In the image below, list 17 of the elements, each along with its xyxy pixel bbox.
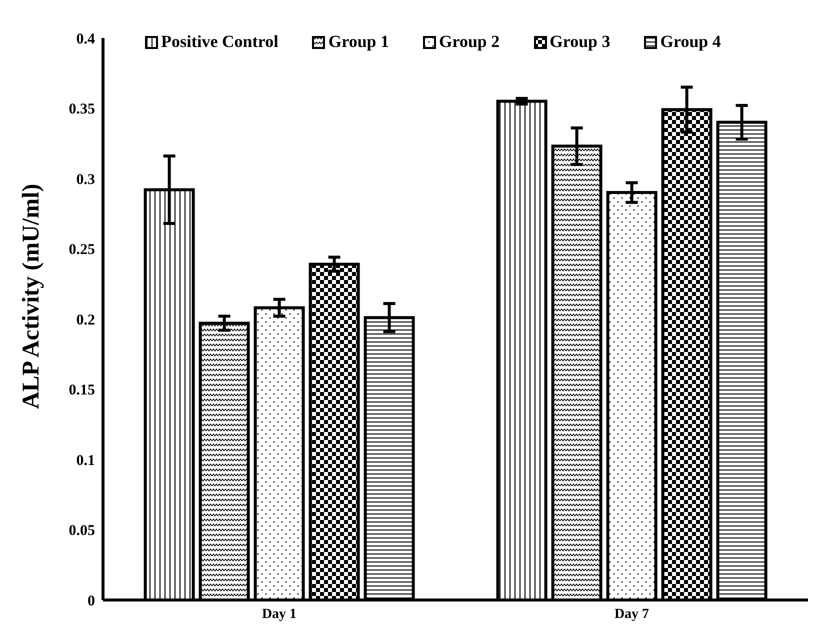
- y-tick-label: 0.15: [68, 382, 95, 399]
- x-tick-label: Day 7: [614, 606, 650, 622]
- y-tick-label: 0.35: [68, 102, 95, 118]
- y-tick-label: 0.25: [68, 242, 95, 258]
- y-tick-label: 0.1: [76, 452, 95, 469]
- legend-label: Group 1: [328, 32, 389, 52]
- y-tick-label: 0.2: [76, 312, 95, 328]
- y-tick-label: 0: [88, 593, 95, 610]
- legend-label: Positive Control: [161, 32, 278, 52]
- x-tick-label: Day 1: [262, 606, 297, 622]
- y-tick-label: 0.05: [68, 523, 95, 540]
- y-axis-title: ALP Activity (mU/ml): [18, 184, 45, 409]
- legend-label: Group 3: [550, 32, 610, 52]
- y-tick-label: 0.4: [76, 31, 96, 48]
- legend-label: Group 4: [660, 32, 721, 52]
- y-tick-label: 0.3: [76, 172, 95, 188]
- legend-label: Group 2: [439, 32, 500, 52]
